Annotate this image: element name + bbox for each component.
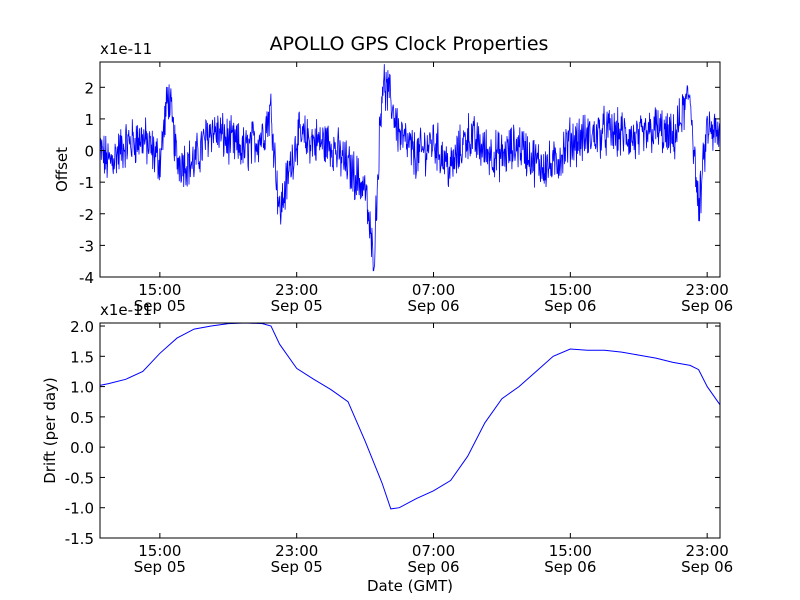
x-tick-label: 23:00	[275, 542, 318, 560]
y-tick-label: -4	[79, 269, 94, 287]
y-exponent-label: x1e-11	[100, 301, 152, 319]
x-tick-label: 15:00	[549, 281, 592, 299]
y-tick-label: 1.5	[70, 348, 94, 366]
y-tick-label: -1.5	[65, 530, 94, 548]
axes-frame-1	[99, 322, 721, 539]
y-exponent-label: x1e-11	[100, 40, 152, 58]
y-tick-label: 1	[84, 111, 94, 129]
x-tick-label: 23:00	[275, 281, 318, 299]
x-tick-label: Sep 06	[544, 558, 596, 576]
y-tick-label: -3	[79, 237, 94, 255]
x-tick-label: 23:00	[686, 281, 729, 299]
y-tick-label: 0.0	[70, 439, 94, 457]
x-tick-label: Sep 05	[271, 297, 323, 315]
x-axis-label: Date (GMT)	[367, 577, 453, 595]
x-tick-label: 23:00	[686, 542, 729, 560]
x-tick-label: Sep 05	[134, 558, 186, 576]
x-tick-label: 07:00	[412, 542, 455, 560]
x-tick-label: Sep 06	[681, 297, 733, 315]
x-tick-label: 15:00	[138, 281, 181, 299]
series-line-1	[99, 322, 721, 510]
series-line-0	[99, 64, 721, 272]
axes-frame-0	[99, 61, 721, 278]
y-axis-label: Drift (per day)	[41, 377, 59, 484]
x-tick-label: 15:00	[138, 542, 181, 560]
y-tick-label: 0.5	[70, 409, 94, 427]
x-tick-label: Sep 06	[681, 558, 733, 576]
x-tick-label: Sep 06	[407, 297, 459, 315]
y-tick-label: 2.0	[70, 318, 94, 336]
x-tick-label: Sep 05	[271, 558, 323, 576]
chart-title: APOLLO GPS Clock Properties	[270, 33, 549, 55]
y-tick-label: -0.5	[65, 469, 94, 487]
y-tick-label: -1.0	[65, 500, 94, 518]
x-tick-label: Sep 06	[544, 297, 596, 315]
y-tick-label: -1	[79, 174, 94, 192]
x-tick-label: Sep 06	[407, 558, 459, 576]
y-axis-label: Offset	[53, 147, 71, 192]
y-tick-label: 0	[84, 143, 94, 161]
x-tick-label: 07:00	[412, 281, 455, 299]
y-tick-label: 2	[84, 79, 94, 97]
x-tick-label: Sep 05	[134, 297, 186, 315]
y-tick-label: 1.0	[70, 379, 94, 397]
y-tick-label: -2	[79, 206, 94, 224]
x-tick-label: 15:00	[549, 542, 592, 560]
